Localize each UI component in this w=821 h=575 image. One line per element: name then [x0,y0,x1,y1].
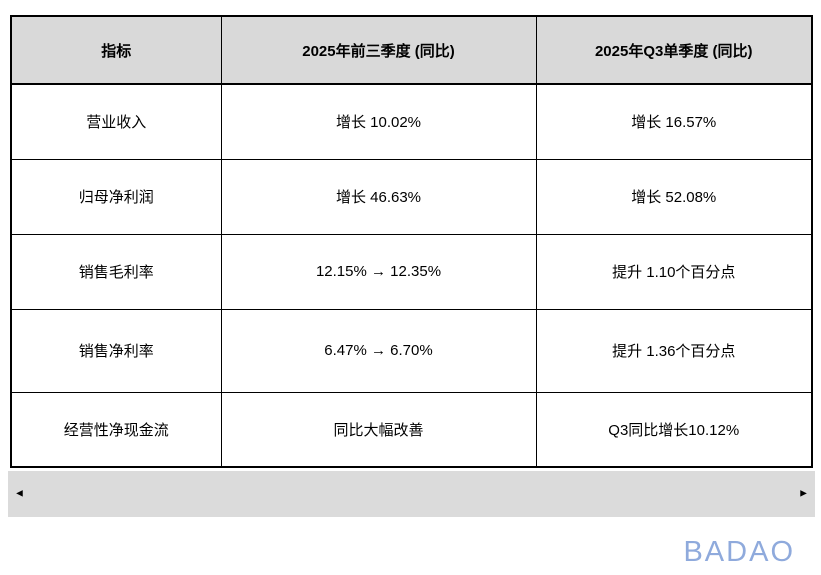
scroll-right-icon[interactable]: ► [798,487,809,500]
metric-name: 营业收入 [10,83,222,160]
header-row: 指标 2025年前三季度 (同比) 2025年Q3单季度 (同比) [10,15,813,85]
table-row: 营业收入 增长 10.02% 增长 16.57% [10,83,813,160]
metric-ytd-value: 12.15% → 12.35% [220,233,537,310]
metric-name: 销售毛利率 [10,233,222,310]
metric-ytd-value: 同比大幅改善 [220,391,537,468]
metric-q3-value: 提升 1.36个百分点 [535,308,813,393]
metrics-table: 指标 2025年前三季度 (同比) 2025年Q3单季度 (同比) 营业收入 增… [10,15,813,468]
metric-name: 经营性净现金流 [10,391,222,468]
table-row: 归母净利润 增长 46.63% 增长 52.08% [10,158,813,235]
metric-q3-value: 提升 1.10个百分点 [535,233,813,310]
metric-q3-value: Q3同比增长10.12% [535,391,813,468]
table-row: 销售毛利率 12.15% → 12.35% 提升 1.10个百分点 [10,233,813,310]
metric-q3-value: 增长 16.57% [535,83,813,160]
table-row: 经营性净现金流 同比大幅改善 Q3同比增长10.12% [10,391,813,468]
column-header-ytd: 2025年前三季度 (同比) [220,15,537,85]
metric-name: 归母净利润 [10,158,222,235]
metric-ytd-value: 增长 46.63% [220,158,537,235]
metric-name: 销售净利率 [10,308,222,393]
column-header-metric: 指标 [10,15,222,85]
horizontal-scrollbar[interactable]: ◄ ► [8,471,815,517]
badao-watermark: BADAO [683,536,795,568]
table-row: 销售净利率 6.47% → 6.70% 提升 1.36个百分点 [10,308,813,393]
metric-ytd-value: 6.47% → 6.70% [220,308,537,393]
column-header-q3: 2025年Q3单季度 (同比) [535,15,813,85]
scroll-left-icon[interactable]: ◄ [14,487,25,500]
metric-ytd-value: 增长 10.02% [220,83,537,160]
metric-q3-value: 增长 52.08% [535,158,813,235]
